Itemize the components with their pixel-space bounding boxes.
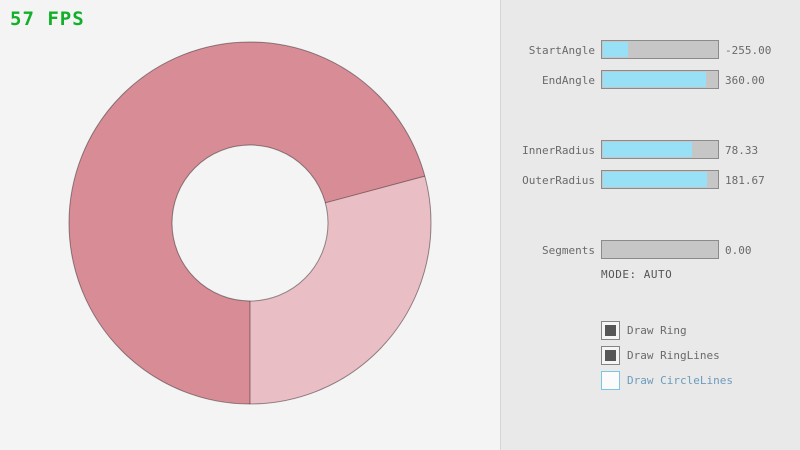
slider-fill	[603, 142, 693, 157]
controls-panel: StartAngle -255.00 EndAngle 360.00 Inner…	[500, 0, 800, 450]
draw-circlelines-label: Draw CircleLines	[627, 373, 733, 387]
ring-outer-line	[68, 41, 432, 405]
draw-ringlines-checkbox[interactable]	[601, 345, 620, 365]
check-mark	[605, 324, 616, 336]
draw-ring-checkbox[interactable]	[601, 320, 620, 340]
slider-row-start-angle: StartAngle -255.00	[501, 40, 800, 60]
inner-radius-slider[interactable]	[601, 140, 719, 159]
end-angle-value: 360.00	[725, 74, 765, 87]
check-row-draw-circlelines: Draw CircleLines	[601, 370, 733, 390]
outer-radius-value: 181.67	[725, 174, 765, 187]
inner-radius-label: InnerRadius	[522, 144, 595, 157]
segments-value: 0.00	[725, 244, 752, 257]
ring-start-cap-line	[325, 175, 425, 204]
end-angle-slider[interactable]	[601, 70, 719, 89]
segments-label: Segments	[542, 244, 595, 257]
slider-fill	[603, 172, 707, 187]
slider-fill	[603, 72, 706, 87]
draw-circlelines-checkbox[interactable]	[601, 370, 620, 390]
draw-ringlines-label: Draw RingLines	[627, 348, 720, 362]
ring-inner-hole	[172, 145, 328, 301]
fps-counter: 57 FPS	[10, 8, 85, 30]
inner-radius-value: 78.33	[725, 144, 759, 157]
slider-fill	[603, 42, 628, 57]
slider-row-outer-radius: OuterRadius 181.67	[501, 170, 800, 190]
segments-slider[interactable]	[601, 240, 719, 259]
check-row-draw-ring: Draw Ring	[601, 320, 687, 340]
slider-row-end-angle: EndAngle 360.00	[501, 70, 800, 90]
check-mark	[605, 349, 616, 361]
ring-inner-line	[171, 144, 329, 302]
start-angle-value: -255.00	[725, 44, 772, 57]
outer-radius-slider[interactable]	[601, 170, 719, 189]
end-angle-label: EndAngle	[542, 74, 595, 87]
draw-ring-label: Draw Ring	[627, 323, 687, 337]
start-angle-slider[interactable]	[601, 40, 719, 59]
ring-visualization	[68, 41, 432, 405]
outer-radius-label: OuterRadius	[522, 174, 595, 187]
check-row-draw-ringlines: Draw RingLines	[601, 345, 720, 365]
mode-label: MODE: AUTO	[601, 268, 673, 281]
slider-row-segments: Segments 0.00	[501, 240, 800, 260]
slider-row-inner-radius: InnerRadius 78.33	[501, 140, 800, 160]
start-angle-label: StartAngle	[528, 44, 595, 57]
